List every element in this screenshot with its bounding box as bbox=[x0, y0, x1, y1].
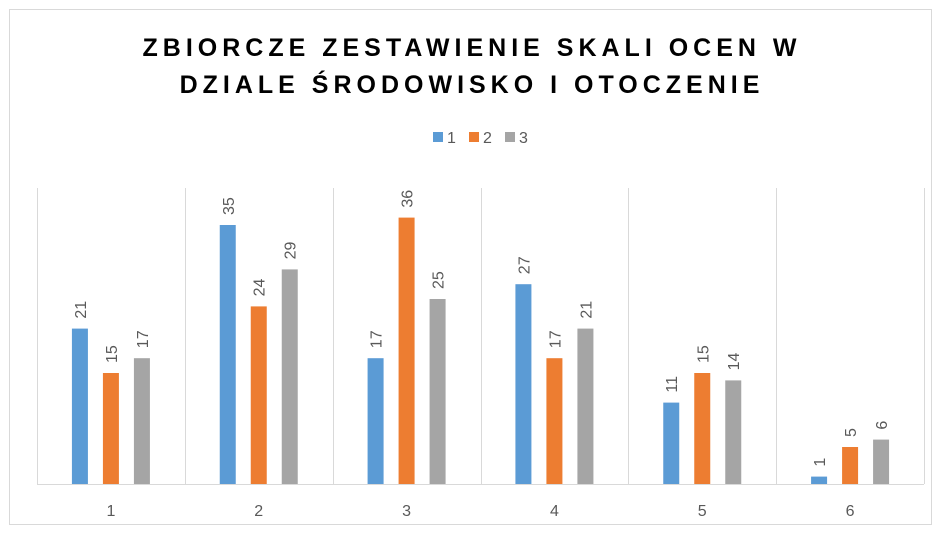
data-label: 25 bbox=[431, 271, 448, 289]
bar bbox=[367, 358, 384, 484]
legend-swatch bbox=[505, 132, 515, 142]
x-tick-label: 5 bbox=[698, 503, 707, 520]
bar bbox=[694, 373, 711, 484]
x-tick-label: 4 bbox=[550, 503, 559, 520]
bar bbox=[515, 284, 532, 484]
x-tick-label: 1 bbox=[106, 503, 115, 520]
bar bbox=[219, 225, 236, 484]
data-label: 14 bbox=[726, 353, 743, 371]
bar bbox=[250, 306, 267, 484]
data-label: 27 bbox=[516, 256, 533, 274]
bar bbox=[281, 269, 298, 484]
data-label: 24 bbox=[252, 279, 269, 297]
chart-title: ZBIORCZE ZESTAWIENIE SKALI OCEN W DZIALE… bbox=[142, 34, 802, 99]
data-label: 35 bbox=[221, 197, 238, 215]
data-label: 6 bbox=[874, 421, 891, 430]
bar bbox=[873, 439, 890, 484]
data-label: 29 bbox=[283, 242, 300, 260]
legend-swatch bbox=[433, 132, 443, 142]
x-tick-label: 2 bbox=[254, 503, 263, 520]
legend-label: 2 bbox=[483, 130, 492, 147]
data-label: 15 bbox=[695, 345, 712, 363]
legend-swatch bbox=[469, 132, 479, 142]
data-label: 1 bbox=[812, 458, 829, 467]
bar bbox=[811, 476, 828, 484]
data-label: 17 bbox=[547, 330, 564, 348]
chart-border bbox=[9, 9, 932, 525]
bar bbox=[546, 358, 563, 484]
data-label: 15 bbox=[104, 345, 121, 363]
bar bbox=[71, 328, 88, 484]
data-label: 17 bbox=[369, 330, 386, 348]
bar bbox=[102, 373, 119, 484]
x-tick-label: 3 bbox=[402, 503, 411, 520]
bar bbox=[398, 217, 415, 484]
data-label: 36 bbox=[400, 190, 417, 208]
bar bbox=[842, 447, 859, 484]
bar bbox=[663, 402, 680, 484]
bar bbox=[725, 380, 742, 484]
data-label: 21 bbox=[578, 301, 595, 319]
bar bbox=[429, 299, 446, 484]
legend-label: 1 bbox=[447, 130, 456, 147]
bar bbox=[577, 328, 594, 484]
data-label: 5 bbox=[843, 428, 860, 437]
data-label: 17 bbox=[135, 330, 152, 348]
data-label: 21 bbox=[73, 301, 90, 319]
data-label: 11 bbox=[664, 376, 681, 393]
x-tick-label: 6 bbox=[846, 503, 855, 520]
bar bbox=[133, 358, 150, 484]
legend-label: 3 bbox=[519, 130, 528, 147]
